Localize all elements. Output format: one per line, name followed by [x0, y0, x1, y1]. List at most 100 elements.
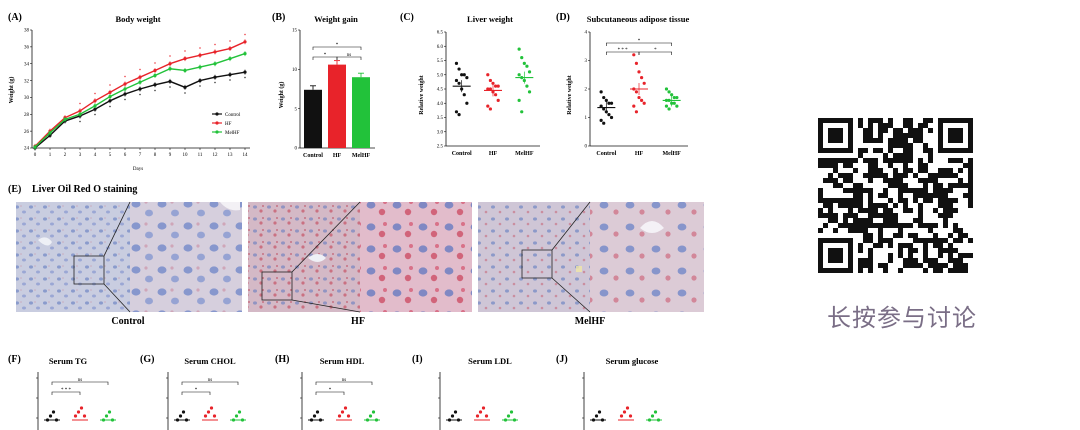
qr-module	[878, 223, 883, 228]
qr-module	[948, 248, 953, 253]
qr-module	[858, 153, 863, 158]
category-label: MelHF	[352, 153, 371, 159]
data-point	[486, 73, 490, 77]
data-point	[625, 406, 630, 410]
y-tick-label: 30	[24, 96, 30, 101]
qr-module	[918, 133, 923, 138]
data-point	[609, 101, 614, 105]
data-point	[93, 104, 97, 108]
qr-module	[948, 258, 953, 263]
qr-finder-inner	[828, 248, 843, 263]
qr-module	[853, 203, 858, 208]
data-point	[346, 414, 351, 418]
qr-module	[863, 173, 868, 178]
qr-module	[913, 233, 918, 238]
qr-module	[903, 203, 908, 208]
qr-module	[903, 168, 908, 173]
qr-module	[868, 158, 873, 163]
data-point	[453, 410, 458, 414]
qr-module	[958, 253, 963, 258]
x-tick-label: 4	[94, 153, 97, 158]
data-point	[153, 83, 157, 87]
qr-module	[968, 183, 973, 188]
qr-module	[953, 263, 958, 268]
qr-module	[903, 173, 908, 178]
qr-module	[843, 163, 848, 168]
data-point	[496, 84, 500, 88]
qr-module	[818, 228, 823, 233]
qr-module	[948, 188, 953, 193]
qr-module	[928, 258, 933, 263]
x-tick-label: 3	[79, 153, 82, 158]
data-point	[73, 414, 78, 418]
x-tick-label: 2	[64, 153, 67, 158]
panel-b-label: (B)	[272, 12, 285, 23]
legend-label: MelHF	[225, 131, 240, 136]
qr-module	[868, 223, 873, 228]
qr-module	[828, 213, 833, 218]
qr-module	[923, 168, 928, 173]
qr-module	[908, 153, 913, 158]
qr-module	[918, 203, 923, 208]
qr-module	[853, 168, 858, 173]
qr-module	[828, 208, 833, 213]
qr-module	[873, 173, 878, 178]
qr-module	[878, 133, 883, 138]
data-point	[488, 87, 492, 91]
data-point	[486, 87, 490, 91]
qr-module	[958, 183, 963, 188]
sig-bracket	[336, 56, 362, 60]
qr-module	[943, 188, 948, 193]
qr-module	[933, 263, 938, 268]
qr-module	[923, 198, 928, 203]
data-point	[675, 104, 679, 108]
qr-module	[898, 233, 903, 238]
qr-module	[868, 133, 873, 138]
qr-module	[888, 243, 893, 248]
data-point	[667, 90, 671, 94]
y-tick-label: 6.5	[437, 31, 444, 36]
qr-module	[943, 193, 948, 198]
zoom-line	[551, 201, 591, 251]
qr-module	[873, 168, 878, 173]
panel-c-label: (C)	[400, 12, 414, 23]
qr-module	[903, 148, 908, 153]
qr-module	[863, 208, 868, 213]
panel-e-label: (E)	[8, 184, 21, 195]
data-point	[206, 410, 211, 414]
qr-module	[938, 203, 943, 208]
qr-module	[958, 228, 963, 233]
qr-module	[948, 208, 953, 213]
qr-module	[883, 203, 888, 208]
data-point	[183, 57, 187, 61]
qr-module	[913, 238, 918, 243]
qr-module	[898, 158, 903, 163]
qr-module	[893, 128, 898, 133]
qr-module	[903, 188, 908, 193]
data-point	[475, 414, 480, 418]
qr-module	[948, 213, 953, 218]
qr-code-icon[interactable]	[818, 118, 973, 273]
y-tick-label: 2.5	[437, 145, 444, 150]
panel-a-ylabel: Weight (g)	[8, 77, 15, 104]
qr-module	[918, 138, 923, 143]
qr-module	[923, 193, 928, 198]
qr-module	[918, 178, 923, 183]
data-point	[465, 76, 469, 80]
qr-module	[873, 243, 878, 248]
panel-b: (B) Weight gain Weight (g) 0 5 10 15 Control…	[272, 12, 375, 159]
qr-module	[923, 178, 928, 183]
qr-module	[828, 203, 833, 208]
zoom-line	[103, 201, 131, 257]
qr-module	[933, 183, 938, 188]
qr-module	[948, 203, 953, 208]
qr-module	[903, 133, 908, 138]
data-point	[371, 410, 376, 414]
data-point	[183, 68, 187, 73]
qr-module	[858, 208, 863, 213]
data-point	[51, 410, 56, 414]
qr-module	[878, 263, 883, 268]
qr-module	[888, 183, 893, 188]
qr-module	[908, 143, 913, 148]
qr-module	[948, 198, 953, 203]
